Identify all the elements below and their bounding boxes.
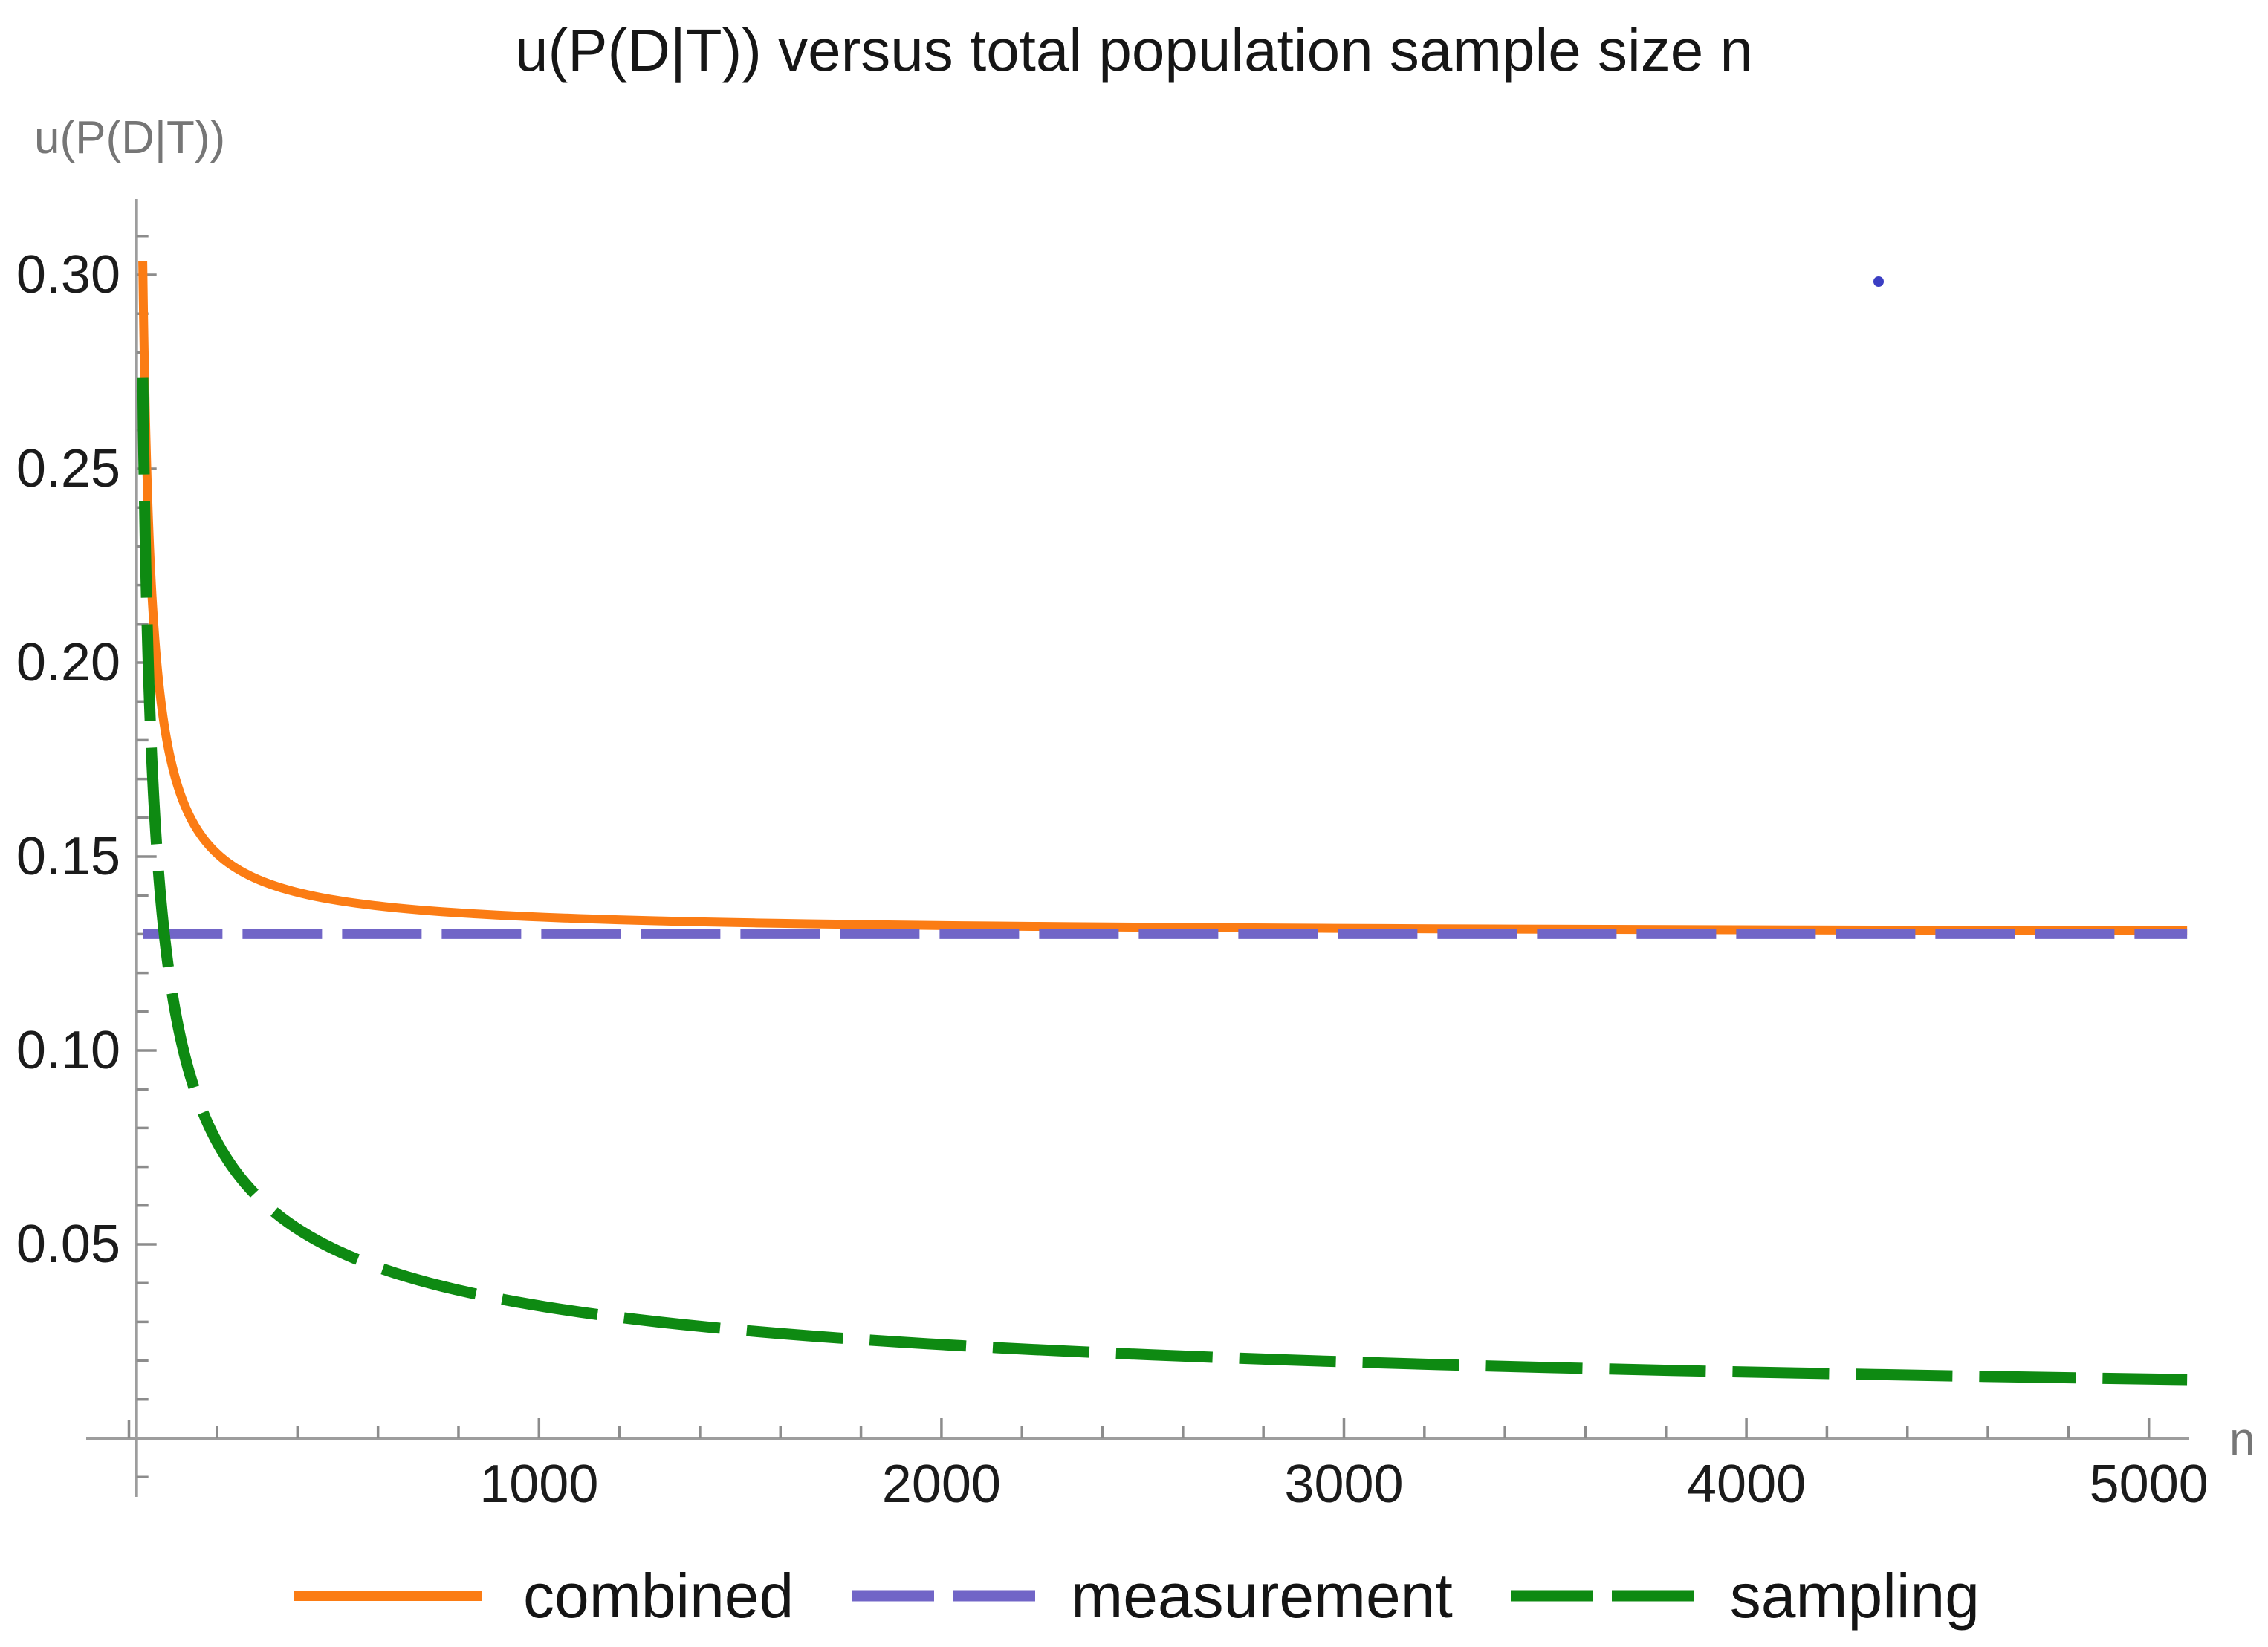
sampling-curve [137,377,2188,1386]
legend-label-combined: combined [523,1561,794,1631]
legend-item-combined: combined [288,1565,794,1627]
x-tick-label: 3000 [1284,1455,1404,1514]
x-tick-label: 1000 [479,1455,599,1514]
x-tick-label: 2000 [881,1455,1001,1514]
chart-title: u(P(D|T)) versus total population sample… [515,17,1753,83]
legend: combined measurement sampling [0,1565,2268,1627]
combined-line-swatch [294,1591,483,1601]
x-axis-label: n [2229,1414,2255,1465]
legend-item-measurement: measurement [852,1565,1453,1627]
y-tick-label: 0.20 [16,633,120,692]
sampling-line-swatch [1510,1590,1694,1602]
x-tick-label: 5000 [2089,1455,2209,1514]
stray-data-point [1873,276,1884,287]
combined-curve [138,261,2188,935]
y-axis-label: u(P(D|T)) [34,112,226,163]
legend-item-sampling: sampling [1510,1561,1980,1631]
x-tick-label: 4000 [1687,1455,1807,1514]
y-tick-label: 0.15 [16,827,120,886]
y-tick-label: 0.25 [16,439,120,498]
y-tick-label: 0.10 [16,1021,120,1080]
measurement-line-swatch [852,1590,1036,1602]
y-tick-label: 0.30 [16,245,120,305]
legend-label-measurement: measurement [1071,1561,1453,1631]
y-tick-label: 0.05 [16,1215,120,1274]
legend-label-sampling: sampling [1729,1561,1980,1631]
